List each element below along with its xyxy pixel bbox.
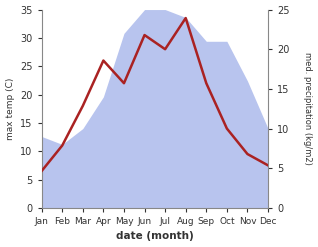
Y-axis label: med. precipitation (kg/m2): med. precipitation (kg/m2) bbox=[303, 52, 313, 165]
Y-axis label: max temp (C): max temp (C) bbox=[5, 78, 15, 140]
X-axis label: date (month): date (month) bbox=[116, 231, 194, 242]
